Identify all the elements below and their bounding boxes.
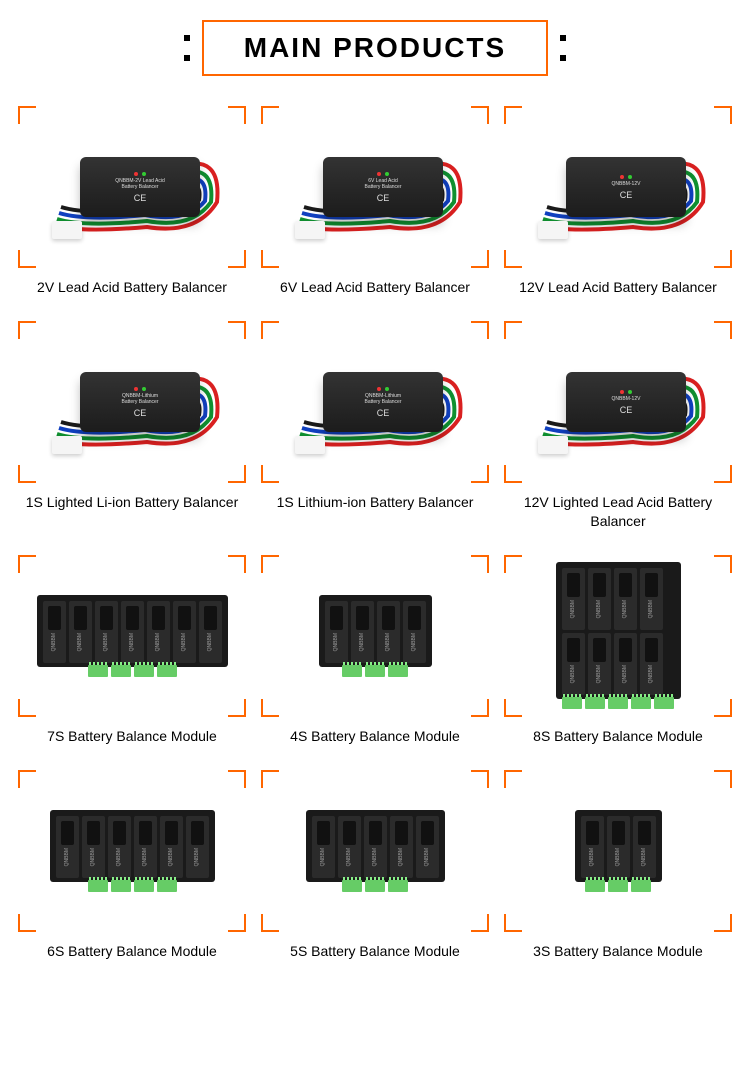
product-image: QNBBMQNBBMQNBBMQNBBMQNBBMQNBBMQNBBM bbox=[37, 595, 228, 677]
product-frame: QNBBM-2V Lead Acid Battery Balancer CE bbox=[18, 106, 246, 268]
product-label: 4S Battery Balance Module bbox=[290, 727, 460, 745]
product-frame: QNBBM-Lithium Battery Balancer CE bbox=[18, 321, 246, 483]
product-card[interactable]: QNBBMQNBBMQNBBMQNBBMQNBBMQNBBM 6S Batter… bbox=[18, 770, 246, 960]
product-label: 1S Lighted Li-ion Battery Balancer bbox=[26, 493, 238, 511]
product-image: QNBBMQNBBMQNBBMQNBBM bbox=[319, 595, 432, 677]
product-card[interactable]: QNBBMQNBBMQNBBMQNBBMQNBBMQNBBMQNBBMQNBBM… bbox=[504, 555, 732, 745]
product-label: 12V Lead Acid Battery Balancer bbox=[519, 278, 717, 296]
product-frame: QNBBMQNBBMQNBBMQNBBM bbox=[261, 555, 489, 717]
product-card[interactable]: QNBBM-Lithium Battery Balancer CE 1S Lit… bbox=[261, 321, 489, 530]
product-image: QNBBM-12V CE bbox=[528, 342, 708, 462]
product-card[interactable]: QNBBM-12V CE 12V Lighted Lead Acid Batte… bbox=[504, 321, 732, 530]
product-frame: QNBBMQNBBMQNBBM bbox=[504, 770, 732, 932]
product-label: 6V Lead Acid Battery Balancer bbox=[280, 278, 470, 296]
product-frame: QNBBM-12V CE bbox=[504, 106, 732, 268]
title-box: MAIN PRODUCTS bbox=[202, 20, 548, 76]
product-grid: QNBBM-2V Lead Acid Battery Balancer CE 2… bbox=[10, 106, 740, 960]
product-label: 5S Battery Balance Module bbox=[290, 942, 460, 960]
product-label: 2V Lead Acid Battery Balancer bbox=[37, 278, 227, 296]
product-label: 7S Battery Balance Module bbox=[47, 727, 217, 745]
product-image: QNBBMQNBBMQNBBMQNBBMQNBBMQNBBMQNBBMQNBBM bbox=[556, 562, 681, 709]
product-card[interactable]: QNBBMQNBBMQNBBM 3S Battery Balance Modul… bbox=[504, 770, 732, 960]
product-card[interactable]: QNBBM-12V CE 12V Lead Acid Battery Balan… bbox=[504, 106, 732, 296]
product-card[interactable]: QNBBM-Lithium Battery Balancer CE 1S Lig… bbox=[18, 321, 246, 530]
product-label: 12V Lighted Lead Acid Battery Balancer bbox=[504, 493, 732, 529]
product-image: QNBBM-12V CE bbox=[528, 127, 708, 247]
product-card[interactable]: QNBBMQNBBMQNBBMQNBBM 4S Battery Balance … bbox=[261, 555, 489, 745]
product-frame: QNBBMQNBBMQNBBMQNBBMQNBBM bbox=[261, 770, 489, 932]
product-frame: 6V Lead Acid Battery Balancer CE bbox=[261, 106, 489, 268]
header-dots-right bbox=[560, 35, 566, 61]
product-label: 1S Lithium-ion Battery Balancer bbox=[277, 493, 474, 511]
page-title: MAIN PRODUCTS bbox=[244, 32, 506, 64]
product-card[interactable]: 6V Lead Acid Battery Balancer CE 6V Lead… bbox=[261, 106, 489, 296]
product-image: 6V Lead Acid Battery Balancer CE bbox=[285, 127, 465, 247]
header: MAIN PRODUCTS bbox=[10, 20, 740, 76]
product-card[interactable]: QNBBMQNBBMQNBBMQNBBMQNBBM 5S Battery Bal… bbox=[261, 770, 489, 960]
product-label: 6S Battery Balance Module bbox=[47, 942, 217, 960]
product-card[interactable]: QNBBM-2V Lead Acid Battery Balancer CE 2… bbox=[18, 106, 246, 296]
product-card[interactable]: QNBBMQNBBMQNBBMQNBBMQNBBMQNBBMQNBBM 7S B… bbox=[18, 555, 246, 745]
product-image: QNBBM-Lithium Battery Balancer CE bbox=[285, 342, 465, 462]
product-label: 3S Battery Balance Module bbox=[533, 942, 703, 960]
product-label: 8S Battery Balance Module bbox=[533, 727, 703, 745]
product-image: QNBBMQNBBMQNBBM bbox=[575, 810, 662, 892]
product-frame: QNBBMQNBBMQNBBMQNBBMQNBBMQNBBMQNBBMQNBBM bbox=[504, 555, 732, 717]
product-image: QNBBM-Lithium Battery Balancer CE bbox=[42, 342, 222, 462]
product-image: QNBBMQNBBMQNBBMQNBBMQNBBM bbox=[306, 810, 445, 892]
product-frame: QNBBM-Lithium Battery Balancer CE bbox=[261, 321, 489, 483]
product-image: QNBBM-2V Lead Acid Battery Balancer CE bbox=[42, 127, 222, 247]
product-frame: QNBBM-12V CE bbox=[504, 321, 732, 483]
header-dots-left bbox=[184, 35, 190, 61]
product-frame: QNBBMQNBBMQNBBMQNBBMQNBBMQNBBM bbox=[18, 770, 246, 932]
product-image: QNBBMQNBBMQNBBMQNBBMQNBBMQNBBM bbox=[50, 810, 215, 892]
product-frame: QNBBMQNBBMQNBBMQNBBMQNBBMQNBBMQNBBM bbox=[18, 555, 246, 717]
